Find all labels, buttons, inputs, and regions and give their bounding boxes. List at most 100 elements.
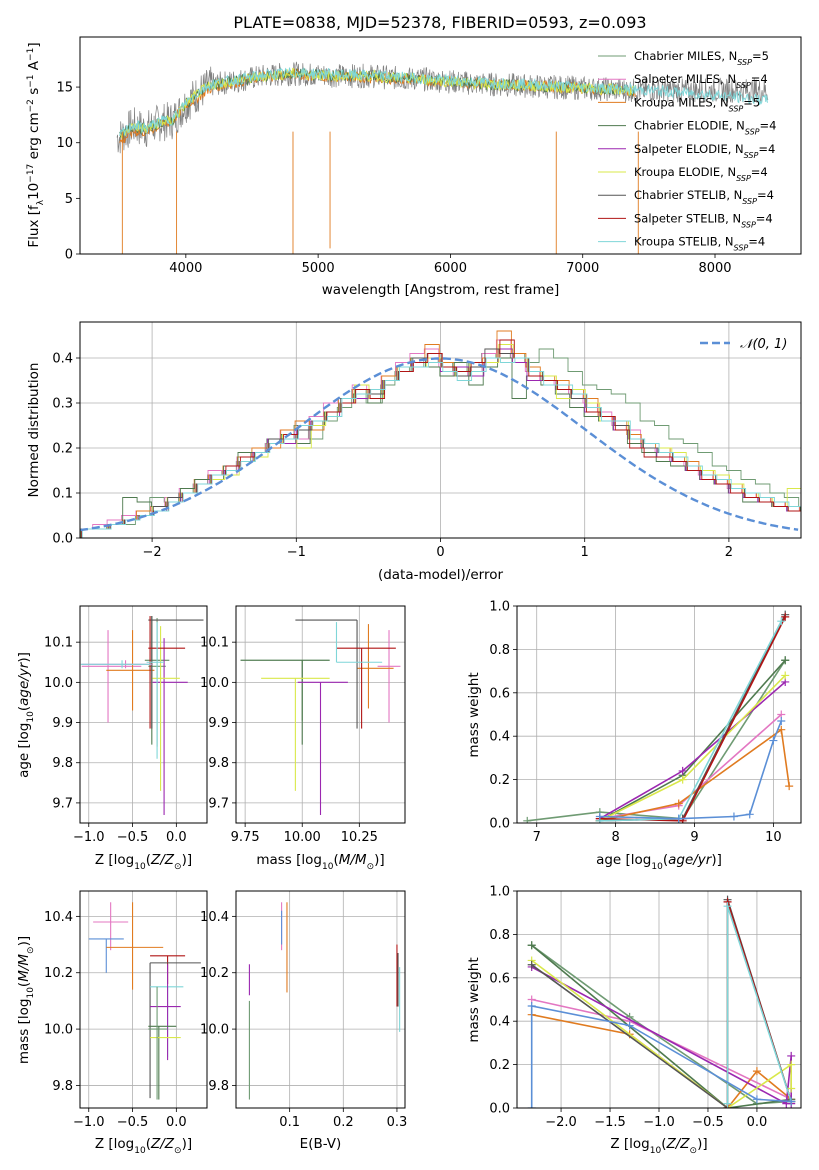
legend-label: Kroupa MILES, NSSP=5 — [634, 95, 760, 113]
legend-label: Kroupa ELODIE, NSSP=4 — [634, 165, 768, 183]
x-tick-label: 0.0 — [166, 830, 187, 845]
weight-line — [531, 966, 792, 1105]
y-tick-label: 0.0 — [52, 532, 73, 547]
weight-marker — [729, 812, 738, 821]
weight-line — [531, 1013, 792, 1108]
weight-marker — [752, 1095, 761, 1104]
y-tick-label: 10.0 — [200, 676, 229, 691]
weight-marker — [523, 816, 532, 823]
errorbar-chabrier_miles — [240, 659, 330, 721]
weight-marker — [777, 717, 786, 726]
y-tick-label: 9.8 — [208, 756, 229, 771]
weight-line — [527, 659, 786, 822]
y-tick-label: 0.8 — [489, 643, 510, 658]
weight-marker — [527, 1002, 536, 1011]
weight-line — [531, 959, 792, 1108]
y-tick-label: 0.0 — [489, 1102, 510, 1117]
x-tick-label: 0.1 — [279, 1115, 300, 1130]
y-axis-label: Normed distribution — [26, 363, 42, 498]
weight-marker — [787, 1051, 796, 1060]
errorbar-salpeter_elodie — [150, 964, 181, 1061]
x-axis-label: Z [log10(Z/Z⊙)] — [95, 1136, 192, 1156]
errorbar-chabrier_stelib — [295, 619, 358, 729]
x-tick-label: 10.25 — [341, 830, 378, 845]
x-axis-label: Z [log10(Z/Z⊙)] — [610, 1136, 707, 1156]
weight-marker — [674, 799, 683, 808]
legend-label: Chabrier ELODIE, NSSP=4 — [634, 119, 776, 137]
legend-label: Salpeter MILES, NSSP=4 — [634, 72, 768, 90]
x-tick-label: −1.5 — [594, 1115, 626, 1130]
weight-marker — [625, 1021, 634, 1030]
y-axis-label: mass weight — [466, 957, 482, 1042]
plot-area — [80, 330, 801, 538]
errorbar-kroupa_stelib_b — [80, 660, 151, 669]
errorbar-kroupa_miles — [357, 624, 394, 709]
axes-frame — [516, 605, 802, 824]
plot-area — [88, 902, 201, 1100]
histogram-kroupa_elodie — [80, 344, 801, 538]
weight-marker — [787, 1084, 796, 1093]
x-tick-label: −1.0 — [73, 830, 105, 845]
y-tick-label: 10 — [56, 136, 73, 151]
weight-marker — [787, 1060, 796, 1069]
errorbar-kroupa_stelib — [146, 622, 165, 759]
errorbar-blue_extra — [88, 938, 124, 973]
gridlines — [80, 891, 207, 1108]
weight-marker — [674, 814, 683, 823]
errorbar-kroupa_miles — [106, 902, 164, 990]
weight-marker — [678, 775, 687, 784]
x-tick-label: 10 — [765, 830, 782, 845]
weight-line — [599, 659, 786, 822]
x-tick-label: 9 — [690, 830, 698, 845]
y-tick-label: 0.6 — [489, 686, 510, 701]
x-tick-label: 6000 — [434, 261, 467, 276]
legend-label: Chabrier STELIB, NSSP=4 — [634, 188, 774, 206]
y-tick-label: 0.0 — [489, 817, 510, 832]
x-tick-label: −2 — [143, 545, 162, 560]
line-kroupa_miles — [527, 1010, 796, 1108]
spectrum-model-line — [119, 67, 768, 137]
spectrum-legend: Chabrier MILES, NSSP=5 Salpeter MILES, NS… — [598, 49, 776, 252]
errorbar-salpeter_stelib — [336, 647, 396, 729]
errorbar-kroupa_elodie — [261, 677, 330, 791]
weight-line — [531, 944, 792, 1105]
axes-residuals — [80, 322, 801, 539]
gridlines — [236, 891, 405, 1108]
x-tick-label: 0.0 — [166, 1115, 187, 1130]
y-tick-label: 0.4 — [489, 730, 510, 745]
weight-marker — [769, 736, 778, 745]
plot-area — [248, 902, 401, 1100]
plot-area — [80, 616, 204, 815]
axes-frame — [79, 36, 802, 255]
x-tick-label: 0.2 — [333, 1115, 354, 1130]
x-tick-label: −0.5 — [117, 1115, 149, 1130]
line-kroupa_miles — [595, 725, 794, 823]
axes-weight_vs_age — [517, 605, 801, 824]
y-axis-label: age [log10(age/yr)] — [16, 652, 36, 778]
y-tick-label: 10.2 — [44, 966, 73, 981]
y-tick-label: 10.1 — [44, 636, 73, 651]
y-tick-label: 9.8 — [208, 1079, 229, 1094]
gridlines — [517, 605, 801, 824]
line-blue_extra — [595, 717, 786, 823]
y-tick-label: 1.0 — [489, 885, 510, 900]
plot-area — [240, 619, 401, 815]
axes-weight_vs_Z — [517, 890, 801, 1109]
line-blue_extra — [527, 1002, 796, 1108]
y-tick-label: 9.9 — [52, 716, 73, 731]
weight-marker — [785, 782, 794, 791]
y-tick-label: 10.1 — [200, 636, 229, 651]
axes-frame — [235, 890, 406, 1109]
histogram-chabrier_stelib — [80, 348, 801, 538]
errorbar-salpeter_miles — [93, 902, 129, 951]
errorbar-salpeter_miles — [81, 630, 142, 723]
y-tick-label: 10.4 — [44, 910, 73, 925]
y-axis-label: mass [log10(M/M⊙)] — [16, 936, 36, 1064]
y-tick-label: 0.4 — [52, 352, 73, 367]
spectrum-model-line — [119, 67, 637, 140]
weight-marker — [745, 810, 754, 819]
weight-marker — [527, 960, 536, 969]
weight-marker — [781, 671, 790, 680]
weight-marker — [723, 1099, 732, 1108]
